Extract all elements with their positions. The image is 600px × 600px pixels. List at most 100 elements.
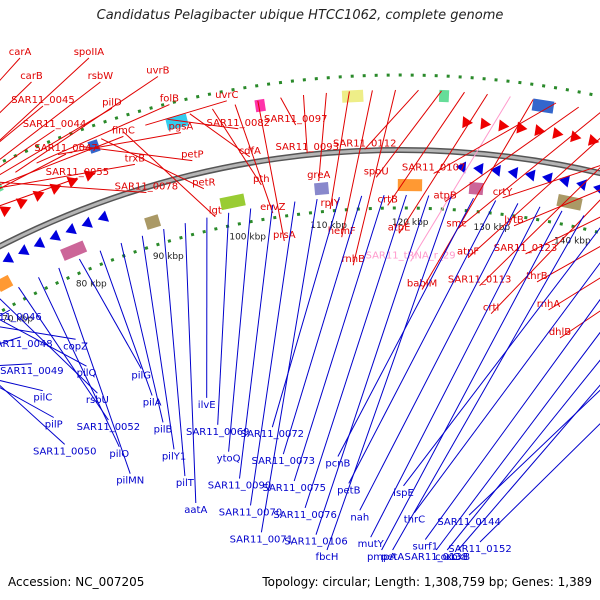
gene-leader-line (211, 108, 262, 186)
gene-label: thrB (526, 271, 547, 282)
gene-leader-line (341, 90, 373, 238)
reverse-arrows-mark (490, 164, 501, 177)
gene-leader-line (79, 145, 193, 162)
reverse-arrows-mark (33, 236, 46, 248)
gene-label: petR (192, 178, 215, 189)
gene-label: SAR11_0112 (333, 138, 397, 149)
gene-label: copZ (63, 341, 88, 352)
gene-label: pilG (131, 371, 151, 382)
reverse-gene-labels: SAR11_0046 SAR11_0048 SAR11_0049 pilC pilP SA… (0, 194, 600, 563)
gene-leader-line (467, 137, 600, 259)
gene-leader-line (38, 277, 120, 448)
gene-label: SAR11_0144 (437, 517, 501, 528)
reverse-arrows-mark (507, 167, 519, 179)
gene-label: atpB (433, 191, 456, 202)
gene-leader-line (403, 227, 600, 487)
gene-label: greA (307, 170, 330, 181)
reverse-arrows-mark (593, 184, 600, 194)
forward-arrows-mark (32, 190, 45, 202)
gene-leader-line (446, 359, 600, 551)
gene-leader-line (293, 195, 385, 482)
gene-label: prsA (273, 230, 296, 241)
forward-arrows-mark (498, 119, 510, 132)
reverse-arrows-mark (524, 169, 536, 182)
gene-label: SAR11_0113 (448, 275, 512, 286)
gene-leader-line (0, 81, 101, 160)
gene-leader-line (58, 267, 131, 474)
forward-arrows-mark (516, 121, 528, 134)
kbp-tick-label: 80 kbp (76, 280, 107, 290)
kbp-tick-label: 130 kbp (473, 223, 510, 233)
gene-leader-line (217, 212, 230, 425)
gene-leader-line (260, 199, 318, 533)
gene-label: carB (20, 71, 43, 82)
gene-label: uvrB (146, 66, 169, 77)
gene-leader-line (0, 107, 113, 176)
gene-label: SAR11_0076 (273, 510, 337, 521)
gene-leader-line (433, 102, 557, 174)
gene-leader-line (0, 181, 147, 193)
gene-label: fbcH (316, 552, 339, 563)
gene-leader-line (99, 250, 153, 396)
gene-label: SAR11_0069 (186, 427, 250, 438)
gene-label: pcnB (325, 459, 350, 470)
feature-block (0, 181, 4, 192)
gene-leader-line (513, 189, 600, 227)
gene-label: ilvE (198, 400, 216, 411)
forward-arrows-mark (462, 116, 473, 129)
gene-label: SAR11_0123 (494, 243, 558, 254)
gene-leader-line (122, 131, 216, 218)
gene-leader-line (141, 235, 175, 450)
gene-label: cdfA (239, 146, 261, 157)
gene-leader-line (536, 245, 600, 283)
gene-leader-line (421, 99, 534, 290)
gene-label: SAR11_0082 (207, 118, 271, 129)
gene-leader-line (0, 57, 90, 141)
gene-label: crtB (378, 194, 399, 205)
gene-leader-line (57, 132, 181, 155)
gene-leader-line (410, 96, 511, 262)
gene-label: ytoQ (217, 454, 241, 465)
gene-label: pilP (45, 420, 63, 431)
gene-label: spoIIA (74, 47, 105, 58)
reverse-arrows-mark (49, 229, 61, 241)
gene-leader-line (189, 113, 251, 158)
gene-leader-line (398, 93, 488, 234)
gene-label: rnhA (537, 299, 561, 310)
gene-leader-line (163, 229, 186, 477)
gene-leader-line (381, 210, 563, 551)
gene-label: SAR11_0071 (230, 534, 294, 545)
gene-label: petB (337, 485, 360, 496)
gene-label: petA (381, 552, 404, 563)
kbp-tick-label: 70 kbp (2, 315, 33, 325)
gene-leader-line (318, 92, 327, 182)
gene-leader-line (0, 384, 66, 445)
gene-leader-line (18, 286, 109, 421)
gene-label: SAR11_0072 (241, 429, 305, 440)
gene-leader-line (120, 242, 164, 423)
reverse-arrows-mark (81, 216, 93, 228)
forward-arrows-mark (587, 134, 600, 146)
gene-label: SAR11_0044 (23, 119, 87, 130)
forward-arrows-mark (66, 176, 79, 189)
gene-label: pilD (102, 97, 122, 108)
gene-leader-line (502, 165, 600, 199)
gene-leader-line (548, 277, 600, 311)
gene-label: smc (446, 219, 466, 230)
page-title: Candidatus Pelagibacter ubique HTCC1062,… (96, 8, 504, 23)
reverse-arrows-mark (2, 251, 15, 263)
feature-block (531, 98, 555, 114)
gene-label: SAR11_0107 (402, 163, 466, 174)
dotted-track-inner (0, 206, 600, 314)
feature-block (144, 214, 162, 230)
gene-label: rsbW (88, 71, 114, 82)
gene-label: rplY (321, 198, 341, 209)
gene-label: SAR11_0070 (219, 507, 283, 518)
gene-leader-line (0, 319, 87, 367)
gene-label: crtY (493, 187, 514, 198)
gene-leader-line (352, 89, 396, 266)
gene-leader-line (280, 97, 297, 126)
accession-text: Accession: NC_007205 (8, 575, 145, 589)
gene-label: SAR11_0093 (275, 142, 339, 153)
gene-leader-line (456, 112, 600, 230)
